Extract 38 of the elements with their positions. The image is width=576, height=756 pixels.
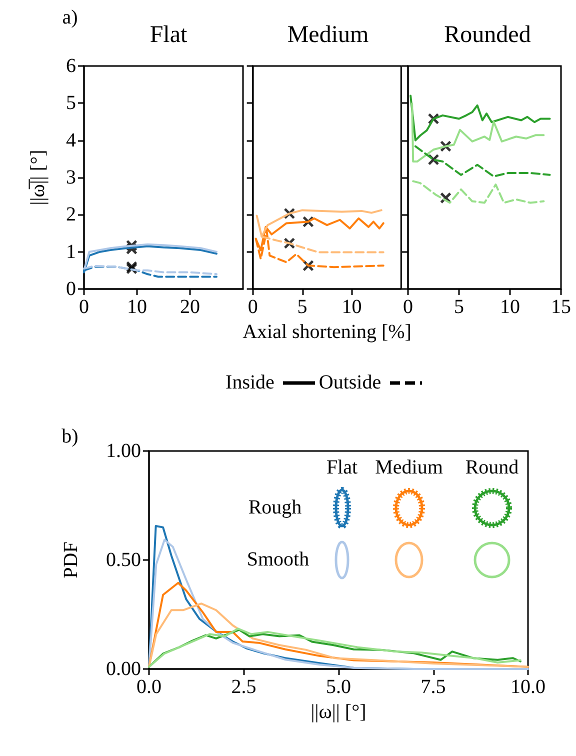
y-tick-label: 5 <box>66 92 76 114</box>
text: Outside <box>318 372 382 394</box>
x-tick-label: 5 <box>297 296 308 318</box>
y-tick-label: 1.00 <box>106 440 141 462</box>
annotation: Flat <box>326 456 358 480</box>
chart-title: Medium <box>287 22 369 48</box>
x-axis-title: Axial shortening [%] <box>242 320 412 343</box>
y-axis-title: ||ω̅|| [°] <box>27 150 49 206</box>
text: Inside <box>226 372 274 394</box>
x-tick-label: 10 <box>500 296 520 318</box>
annotation: Rough <box>248 496 302 520</box>
chart-title: Rounded <box>444 22 531 48</box>
y-tick-label: 6 <box>66 55 76 77</box>
text: b) <box>62 426 78 448</box>
y-tick-label: 1 <box>66 240 76 263</box>
y-tick-label: 4 <box>66 129 76 152</box>
annotation: Medium <box>375 456 443 480</box>
y-axis-title: PDF <box>60 542 82 578</box>
x-tick-label: 10 <box>342 296 362 318</box>
x-tick-label: 5.0 <box>326 676 351 698</box>
x-tick-label: 2.5 <box>231 676 256 698</box>
chart-title: Flat <box>150 22 188 48</box>
x-tick-label: 20 <box>180 296 200 318</box>
x-tick-label: 7.5 <box>420 676 446 698</box>
x-tick-label: 0 <box>403 296 413 318</box>
x-tick-label: 0 <box>248 296 258 318</box>
x-tick-label: 10.0 <box>510 676 546 698</box>
x-tick-label: 5 <box>454 296 464 318</box>
annotation: Round <box>465 456 519 480</box>
y-tick-label: 0 <box>66 278 76 300</box>
y-tick-label: 2 <box>66 204 76 226</box>
x-tick-label: 10 <box>127 296 147 318</box>
text: a) <box>62 6 78 30</box>
x-axis-title: ||ω|| [°] <box>310 700 366 723</box>
annotation: Smooth <box>246 548 310 572</box>
x-tick-label: 15 <box>551 296 571 318</box>
y-tick-label: 3 <box>66 166 76 188</box>
y-tick-label: 0.50 <box>106 549 141 571</box>
